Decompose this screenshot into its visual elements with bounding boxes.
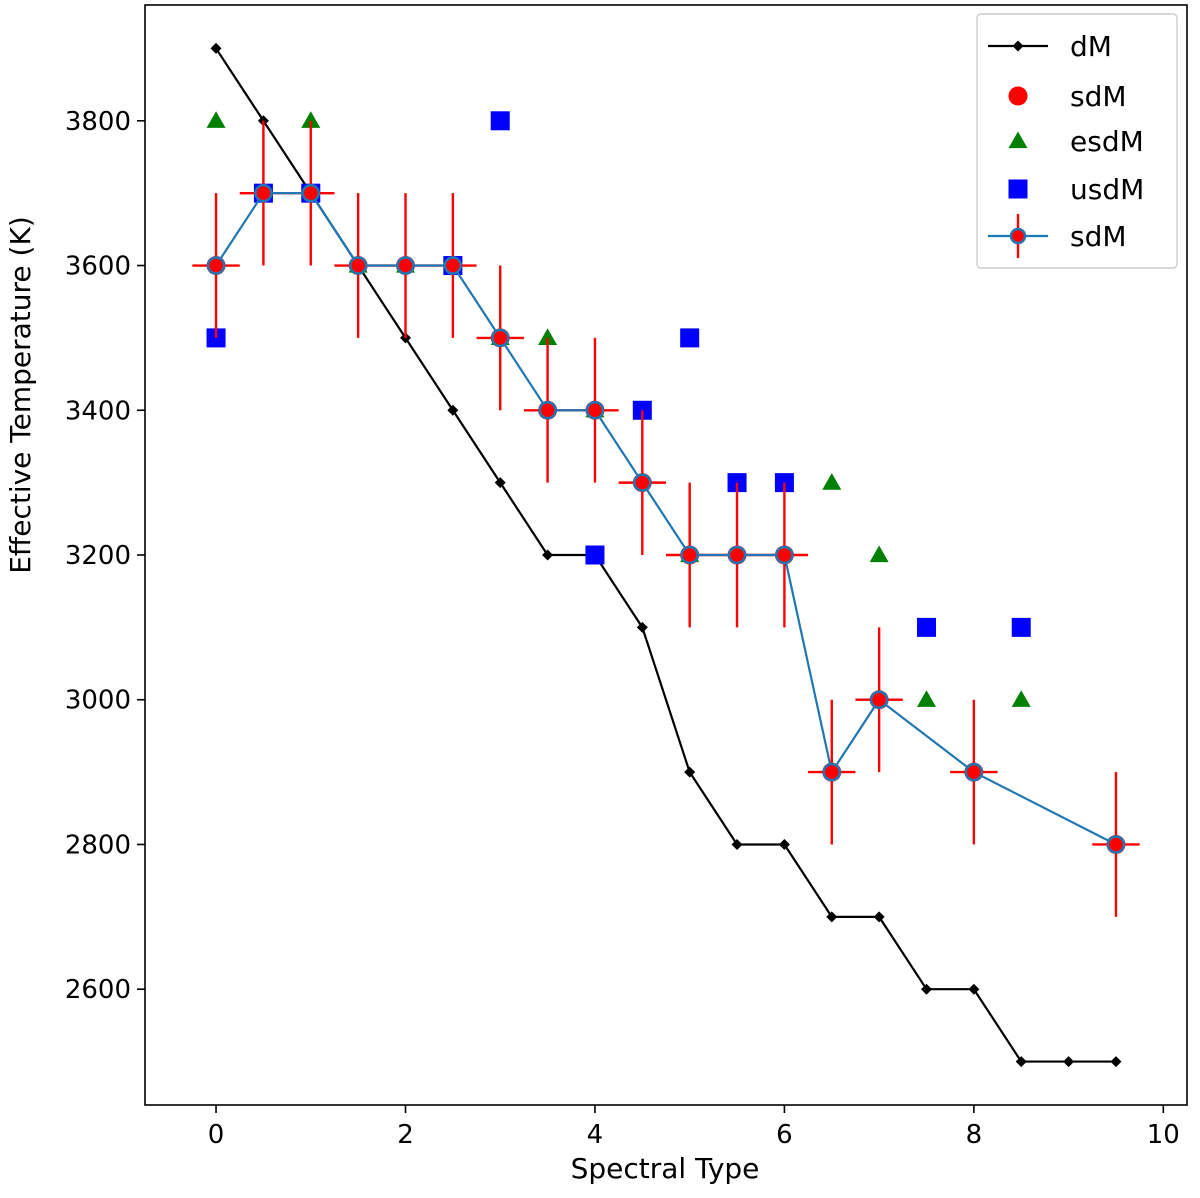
y-tick-label: 3600 (65, 252, 131, 282)
data-point-dM (447, 404, 459, 416)
data-point-sdM-errorbar (538, 401, 557, 420)
data-point-sdM-errorbar (301, 183, 321, 203)
y-tick-label: 3800 (65, 107, 131, 137)
legend-item-sdM: sdM (1008, 80, 1127, 113)
data-point-dM (1015, 1056, 1027, 1068)
legend-marker (1008, 179, 1028, 199)
data-point-sdM-errorbar (585, 401, 605, 420)
data-point-usdM (585, 545, 605, 565)
series-usdM (206, 111, 1031, 637)
legend-item-esdM: esdM (1008, 125, 1144, 158)
series-line-dM (215, 47, 1116, 1063)
legend-label: sdM (1070, 80, 1127, 113)
data-point-sdM-errorbar (822, 762, 842, 782)
x-tick-label: 2 (397, 1120, 414, 1150)
legend-label: usdM (1070, 173, 1144, 206)
y-tick-label: 3000 (65, 686, 131, 716)
data-point-sdM-errorbar (633, 473, 652, 492)
legend-marker (1008, 86, 1028, 106)
data-point-dM (1110, 1056, 1122, 1068)
data-point-dM (778, 838, 790, 850)
data-point-sdM-errorbar (443, 256, 463, 275)
data-point-sdM-errorbar (348, 256, 368, 275)
data-point-esdM (869, 545, 889, 563)
data-point-esdM (301, 111, 321, 128)
x-tick-label: 0 (208, 1120, 225, 1150)
series-sdM-errorbar (192, 120, 1140, 917)
x-axis-label: Spectral Type (571, 1152, 760, 1185)
legend-item-sdM: sdM (988, 214, 1127, 258)
data-point-dM (210, 42, 222, 54)
y-tick-label: 3400 (65, 396, 131, 426)
legend-marker (1008, 131, 1028, 149)
legend-box (976, 13, 1178, 269)
data-point-dM (968, 983, 980, 995)
data-point-dM (731, 838, 743, 850)
data-point-dM (542, 549, 554, 561)
legend-item-usdM: usdM (1008, 173, 1144, 206)
data-point-usdM (680, 328, 700, 348)
data-point-dM (494, 477, 506, 489)
data-point-sdM-errorbar (396, 256, 415, 275)
axes: 0 2 4 6 8 10 2600 2800 3000 3200 3400 3600 3800 (65, 4, 1188, 1150)
plot-area (192, 42, 1140, 1068)
data-point-sdM-errorbar (869, 690, 889, 709)
data-point-dM (636, 621, 648, 633)
data-point-esdM (822, 473, 842, 490)
series-line-sdM (215, 192, 1117, 846)
data-point-esdM (917, 690, 936, 707)
data-point-dM (684, 766, 696, 778)
data-point-sdM-errorbar (254, 183, 273, 203)
legend-label: esdM (1070, 125, 1144, 158)
data-point-dM (826, 911, 838, 923)
data-point-sdM-errorbar (775, 545, 794, 565)
data-point-usdM (1011, 617, 1031, 637)
data-point-usdM (490, 111, 510, 131)
data-point-sdM-errorbar (727, 545, 747, 565)
data-point-esdM (538, 328, 558, 346)
legend: dM sdM esdM usdM sdM (976, 13, 1178, 269)
data-point-usdM (917, 617, 936, 637)
data-point-esdM (1011, 690, 1031, 707)
x-tick-label: 6 (776, 1120, 793, 1150)
data-point-sdM-errorbar (490, 328, 510, 348)
data-point-dM (921, 983, 932, 995)
y-axis-label: Effective Temperature (K) (4, 216, 37, 574)
data-point-sdM-errorbar (206, 256, 226, 275)
legend-marker (1009, 227, 1027, 245)
legend-marker (1012, 40, 1024, 52)
legend-label: dM (1070, 30, 1112, 63)
y-tick-label: 2600 (65, 975, 131, 1005)
data-point-sdM-errorbar (964, 762, 984, 782)
data-point-dM (1063, 1056, 1075, 1068)
data-point-sdM-errorbar (680, 545, 699, 565)
data-point-dM (873, 911, 885, 923)
x-tick-label: 10 (1147, 1120, 1180, 1150)
x-tick-label: 4 (587, 1120, 604, 1150)
data-point-esdM (206, 111, 226, 128)
legend-item-dM: dM (988, 30, 1112, 63)
y-tick-label: 2800 (65, 830, 131, 860)
legend-label: sdM (1070, 220, 1127, 253)
x-tick-label: 8 (966, 1120, 983, 1150)
y-tick-label: 3200 (65, 541, 131, 571)
data-point-sdM-errorbar (1106, 835, 1126, 854)
